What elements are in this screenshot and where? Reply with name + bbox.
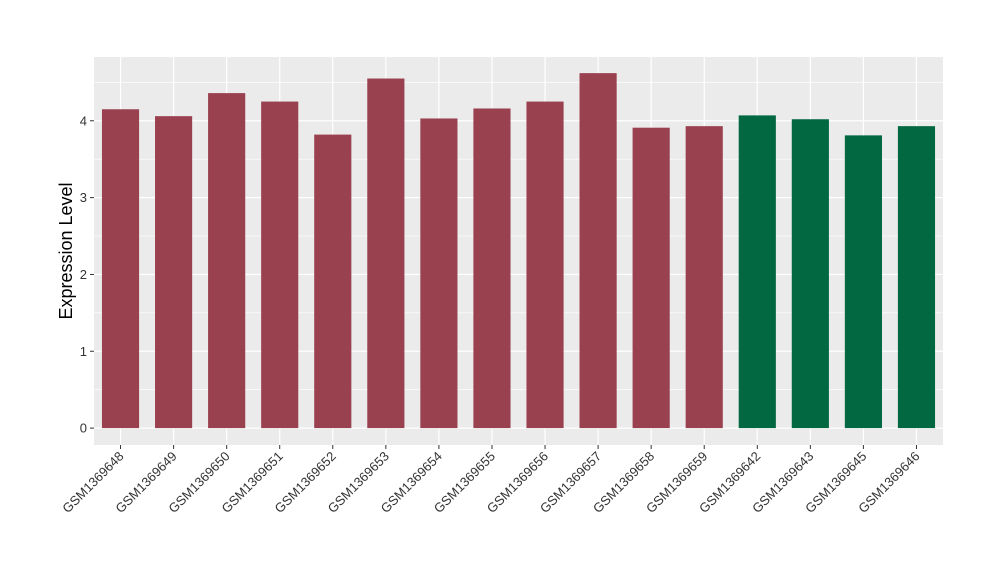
y-axis-title: Expression Level	[56, 182, 76, 319]
bar-GSM1369655	[473, 108, 511, 429]
bar-GSM1369657	[579, 73, 617, 429]
bar-GSM1369643	[791, 119, 829, 429]
bar-GSM1369658	[632, 127, 670, 429]
y-axis: 0 1 2 3 4	[80, 113, 94, 436]
bar-GSM1369653	[367, 78, 405, 429]
bars	[101, 73, 936, 429]
bar-GSM1369645	[844, 135, 882, 429]
y-tick-label: 2	[80, 267, 87, 282]
y-tick-label: 1	[80, 344, 87, 359]
bar-GSM1369654	[420, 118, 458, 429]
bar-GSM1369646	[897, 126, 936, 429]
bar-GSM1369652	[314, 134, 352, 429]
x-axis: GSM1369648GSM1369649GSM1369650GSM1369651…	[59, 445, 923, 516]
bar-GSM1369648	[101, 109, 140, 429]
bar-GSM1369656	[526, 101, 564, 429]
bar-GSM1369642	[738, 115, 776, 429]
y-tick-label: 4	[80, 113, 87, 128]
bar-GSM1369649	[155, 116, 193, 429]
bar-GSM1369659	[685, 126, 723, 429]
bar-GSM1369651	[261, 101, 299, 429]
y-tick-label: 3	[80, 190, 87, 205]
y-tick-label: 0	[80, 421, 87, 436]
bar-GSM1369650	[208, 93, 246, 429]
